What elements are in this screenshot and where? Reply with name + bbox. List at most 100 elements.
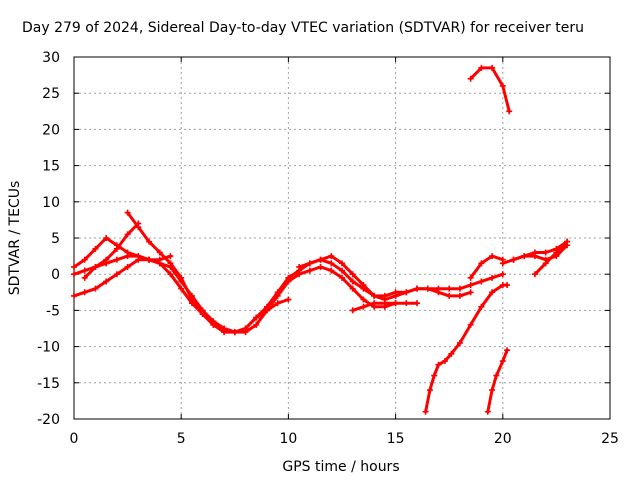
series-line [72, 254, 473, 334]
data-point [156, 249, 163, 256]
data-point [231, 329, 238, 336]
data-point [467, 282, 474, 289]
series-arc-14 [484, 347, 511, 415]
data-point [456, 339, 463, 346]
data-point [296, 263, 303, 270]
data-point [499, 260, 506, 267]
data-point [113, 245, 120, 252]
data-point [113, 256, 120, 263]
data-point [531, 271, 538, 278]
data-point [92, 285, 99, 292]
data-point [360, 282, 367, 289]
grid [74, 57, 610, 419]
data-point [156, 256, 163, 263]
data-point [135, 253, 142, 260]
data-point [242, 325, 249, 332]
data-point [328, 260, 335, 267]
series-line [126, 211, 290, 334]
y-tick-label: 30 [42, 50, 60, 66]
data-point [435, 285, 442, 292]
series-layer [71, 64, 571, 415]
y-tick-label: 15 [42, 159, 60, 175]
data-point [113, 271, 120, 278]
data-point [167, 260, 174, 267]
data-point [188, 296, 195, 303]
data-point [296, 271, 303, 278]
series-line [469, 254, 505, 280]
series-arc-13 [422, 282, 511, 415]
data-point [167, 253, 174, 260]
y-tick-label: -15 [37, 376, 60, 392]
data-point [381, 300, 388, 307]
data-point [178, 274, 185, 281]
data-point [360, 303, 367, 310]
data-point [489, 274, 496, 281]
data-point [274, 292, 281, 299]
data-point [253, 321, 260, 328]
axis-ticks: 0 5 10 15 20 25 -20 -15 -10 -5 0 5 10 15 20 25 30 [37, 50, 619, 447]
data-point [328, 253, 335, 260]
data-point [253, 314, 260, 321]
data-point [521, 253, 528, 260]
series-arc-4 [124, 209, 292, 336]
data-point [81, 267, 88, 274]
data-point [71, 271, 77, 278]
data-point [441, 358, 448, 365]
data-point [435, 361, 442, 368]
data-point [489, 64, 496, 71]
data-point [478, 64, 485, 71]
series-arc-5 [81, 220, 142, 281]
data-point [448, 350, 455, 357]
data-point [103, 256, 110, 263]
data-point [124, 249, 131, 256]
y-tick-label: 5 [51, 231, 60, 247]
data-point [146, 256, 153, 263]
x-tick-label: 10 [279, 431, 297, 447]
data-point [424, 285, 431, 292]
y-tick-label: -20 [37, 412, 60, 428]
x-axis-label: GPS time / hours [282, 459, 399, 475]
x-tick-label: 0 [70, 431, 79, 447]
data-point [392, 292, 399, 299]
y-tick-label: 10 [42, 195, 60, 211]
y-tick-label: 25 [42, 86, 60, 102]
data-point [467, 274, 474, 281]
data-point [426, 387, 433, 394]
data-point [103, 278, 110, 285]
data-point [493, 372, 500, 379]
data-point [263, 307, 270, 314]
data-point [306, 267, 313, 274]
data-point [349, 271, 356, 278]
data-point [489, 253, 496, 260]
data-point [81, 274, 88, 281]
data-point [478, 260, 485, 267]
data-point [414, 300, 421, 307]
data-point [81, 289, 88, 296]
data-point [467, 75, 474, 82]
data-point [285, 296, 292, 303]
data-point [339, 274, 345, 281]
data-point [349, 307, 356, 314]
series-arc-11 [510, 242, 571, 263]
data-point [199, 311, 206, 318]
data-point [422, 408, 429, 415]
data-point [431, 372, 438, 379]
data-point [542, 256, 549, 263]
data-point [92, 263, 99, 270]
data-point [328, 267, 335, 274]
data-point [221, 325, 228, 332]
data-point [499, 271, 506, 278]
series-arc-2 [71, 256, 399, 336]
data-point [531, 253, 538, 260]
data-point [542, 249, 549, 256]
series-line [83, 222, 140, 280]
data-point [456, 285, 463, 292]
data-point [349, 278, 356, 285]
series-arc-3 [71, 235, 174, 270]
x-tick-label: 25 [601, 431, 619, 447]
series-line [486, 348, 509, 414]
data-point [210, 321, 217, 328]
data-point [306, 260, 313, 267]
data-point [504, 282, 511, 289]
series-arc-8 [467, 253, 506, 281]
